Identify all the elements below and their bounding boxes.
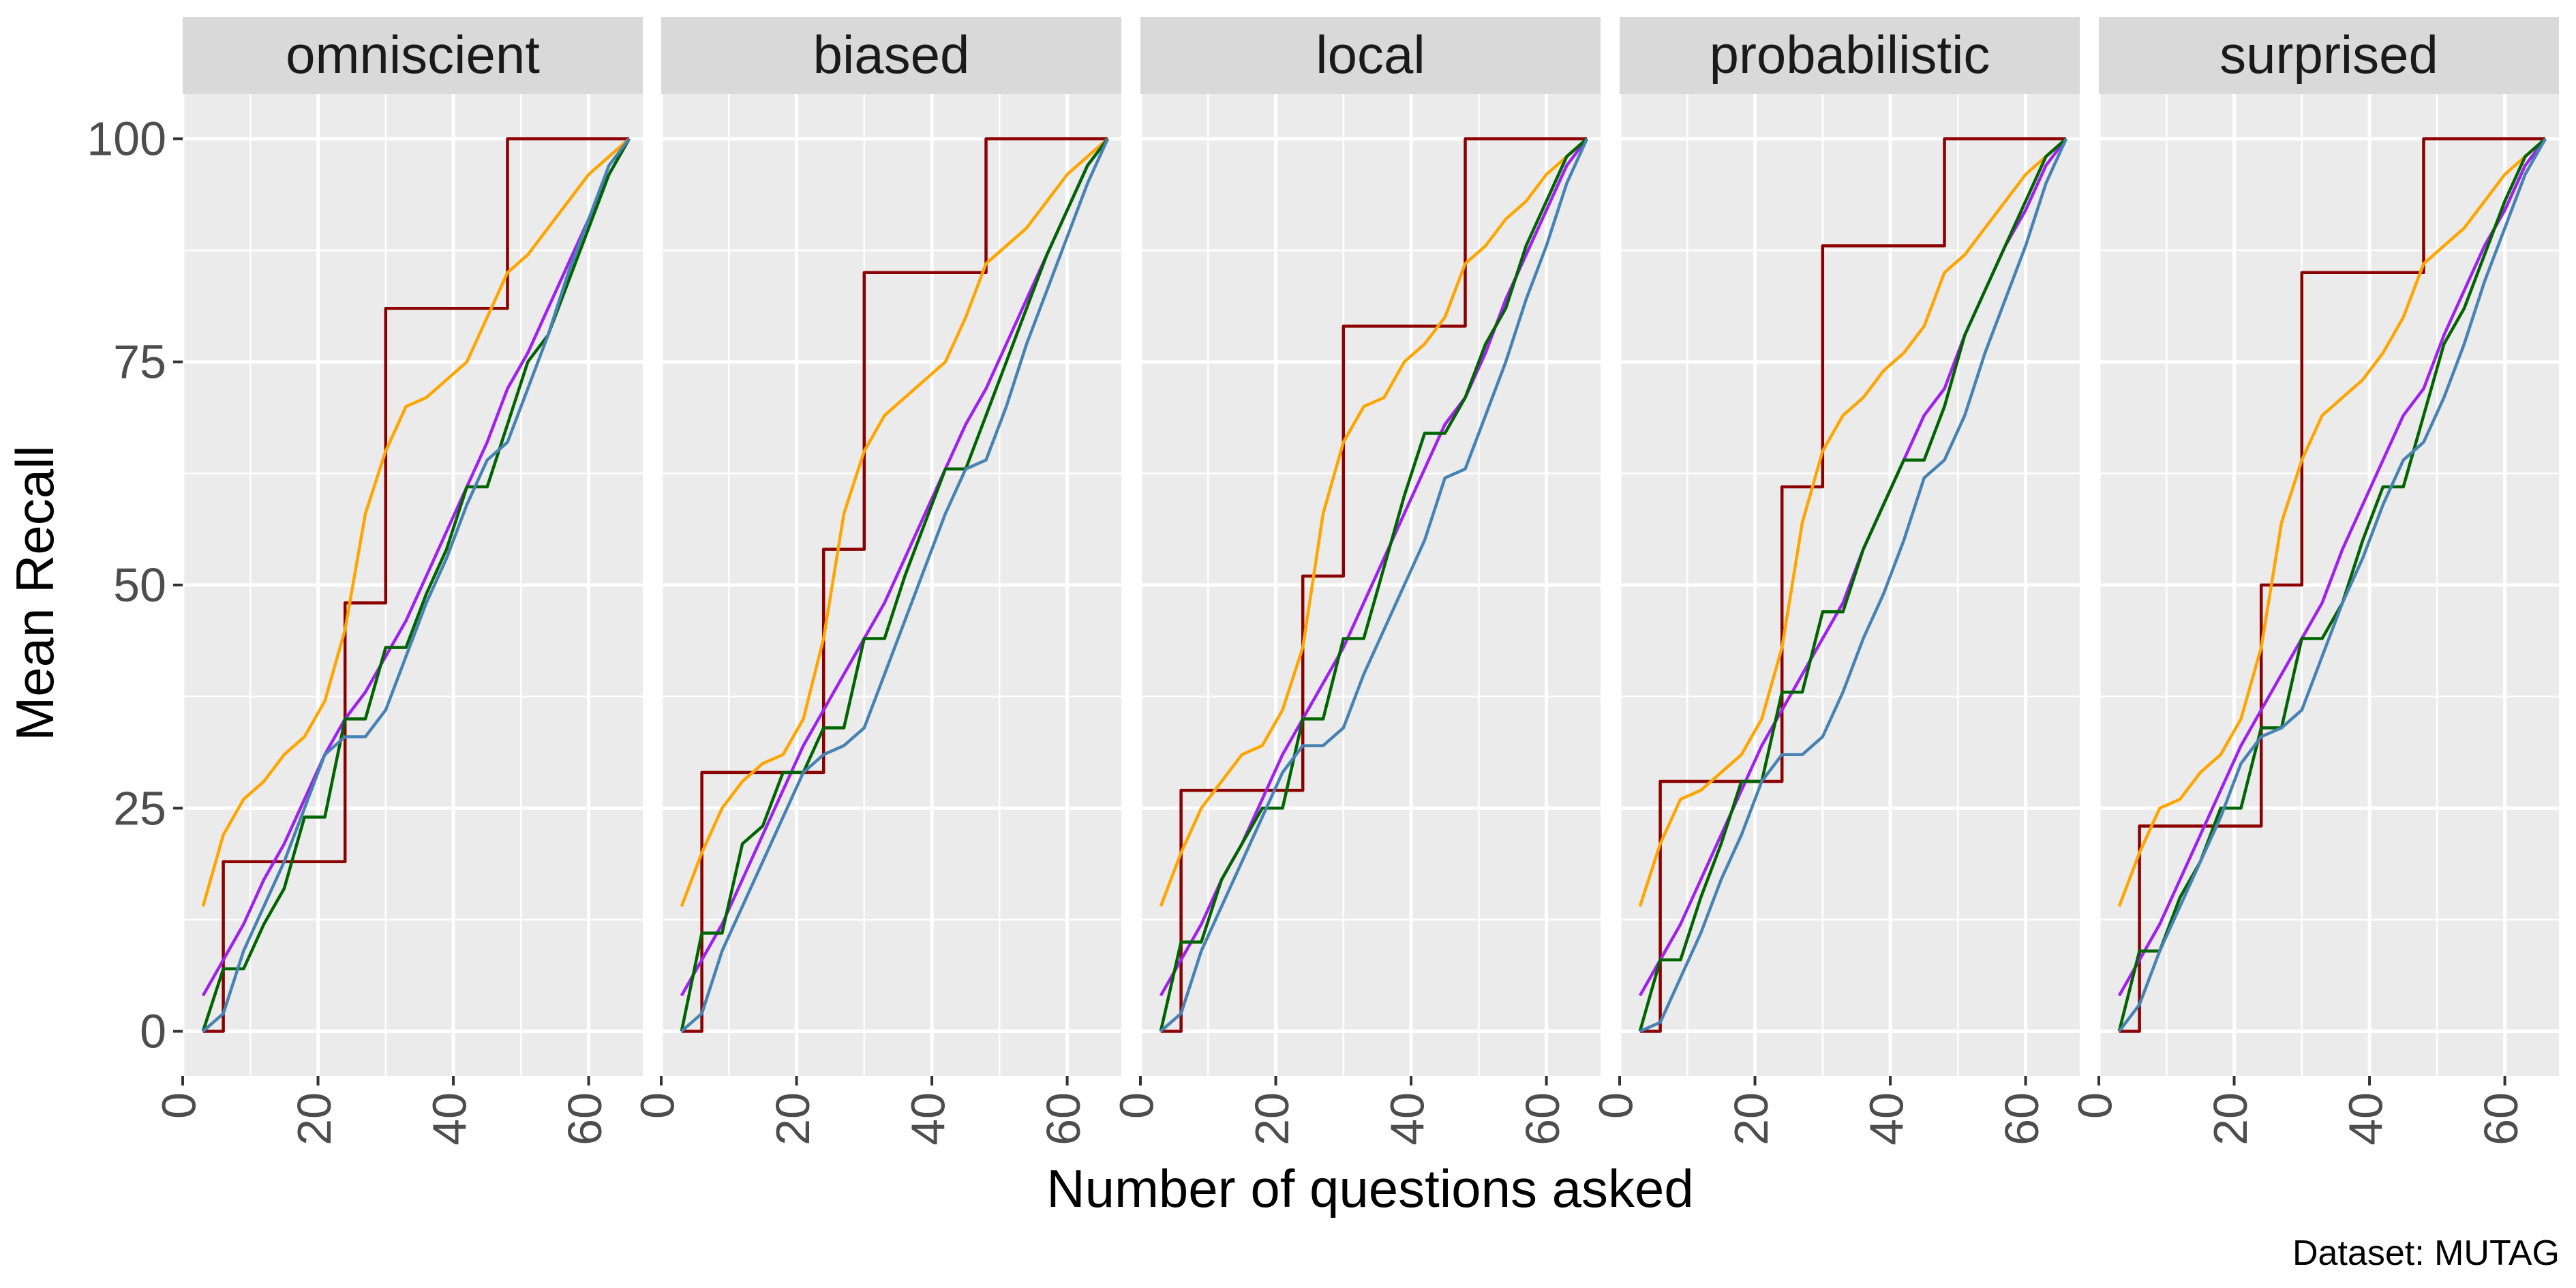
x-tick-label: 40 <box>2339 1092 2393 1145</box>
series-line-steelblue <box>1160 138 1589 1033</box>
facet-panel-biased: biased 0 20 40 60 <box>631 17 1121 1145</box>
x-tick-label: 40 <box>1381 1092 1434 1145</box>
x-tick-label: 0 <box>631 1092 684 1119</box>
x-tick-label: 40 <box>423 1092 476 1145</box>
series-line-purple <box>2117 138 2547 997</box>
facet-strip-label: biased <box>813 25 970 85</box>
facet-panel-probabilistic: probabilistic 0 20 40 60 <box>1589 17 2080 1145</box>
x-tick-label: 40 <box>902 1092 955 1145</box>
series-line-darkred <box>202 137 630 1033</box>
series-line-green <box>680 138 1109 1032</box>
facet-panel-surprised: surprised 0 20 40 60 <box>2068 17 2559 1145</box>
series-line-orange <box>1159 137 1588 908</box>
series-line-purple <box>680 138 1109 997</box>
x-axis-title: Number of questions asked <box>1046 1158 1694 1218</box>
facet-strip <box>1140 17 1601 94</box>
facet-panel-local: local 0 20 40 60 <box>1110 17 1601 1145</box>
x-tick-label: 0 <box>2068 1092 2121 1119</box>
x-tick-label: 20 <box>1245 1092 1299 1145</box>
facet-strip <box>1620 17 2080 94</box>
series-line-darkred <box>2119 137 2546 1033</box>
facet-strip <box>661 17 1121 94</box>
x-tick-label: 20 <box>1725 1092 1778 1145</box>
series-line-green <box>2117 137 2547 1032</box>
x-tick-label: 60 <box>2474 1092 2528 1145</box>
series-line-orange <box>680 137 1109 908</box>
facet-strip-label: omniscient <box>286 25 540 85</box>
series-line-orange <box>1638 137 2067 907</box>
x-tick-label: 60 <box>558 1092 611 1145</box>
x-tick-label: 60 <box>1516 1092 1569 1145</box>
x-tick-label: 60 <box>1995 1092 2048 1145</box>
y-tick-label: 75 <box>113 335 166 389</box>
x-tick-label: 0 <box>1110 1092 1163 1119</box>
x-tick-label: 20 <box>766 1092 819 1145</box>
x-tick-label: 60 <box>1037 1092 1090 1145</box>
series-line-steelblue <box>2118 138 2547 1032</box>
x-tick-label: 0 <box>152 1092 205 1119</box>
y-tick-label: 50 <box>113 558 166 612</box>
series-line-steelblue <box>1639 138 2068 1033</box>
series-line-darkred <box>1160 137 1588 1033</box>
y-tick-label: 25 <box>113 781 166 835</box>
series-line-steelblue <box>202 138 631 1033</box>
series-line-darkred <box>681 137 1108 1033</box>
series-line-darkred <box>1639 137 2067 1033</box>
series-line-purple <box>201 138 631 997</box>
series-line-orange <box>201 137 631 907</box>
facet-strip-label: surprised <box>2219 25 2438 85</box>
y-axis: 0 25 50 75 100 <box>87 112 183 1058</box>
series-line-orange <box>2117 137 2547 908</box>
facet-strip <box>183 17 643 94</box>
x-tick-label: 40 <box>1860 1092 1913 1145</box>
dataset-caption: Dataset: MUTAG <box>2292 1233 2560 1273</box>
series-line-green <box>1638 137 2067 1032</box>
x-tick-label: 0 <box>1589 1092 1642 1119</box>
facet-strip-label: local <box>1316 25 1425 85</box>
series-line-green <box>1159 137 1588 1032</box>
x-tick-label: 20 <box>288 1092 341 1145</box>
facet-panel-omniscient: omniscient 0 20 40 60 <box>152 17 643 1145</box>
series-line-steelblue <box>680 138 1110 1033</box>
y-axis-title: Mean Recall <box>5 445 65 741</box>
facet-strip-label: probabilistic <box>1710 25 1990 85</box>
x-tick-label: 20 <box>2204 1092 2257 1145</box>
facet-strip <box>2099 17 2559 94</box>
y-tick-label: 0 <box>140 1005 166 1058</box>
facet-panels: omniscient 0 20 40 60 biased 0 20 40 60 local 0 20 40… <box>152 17 2559 1145</box>
y-tick-label: 100 <box>87 112 166 165</box>
